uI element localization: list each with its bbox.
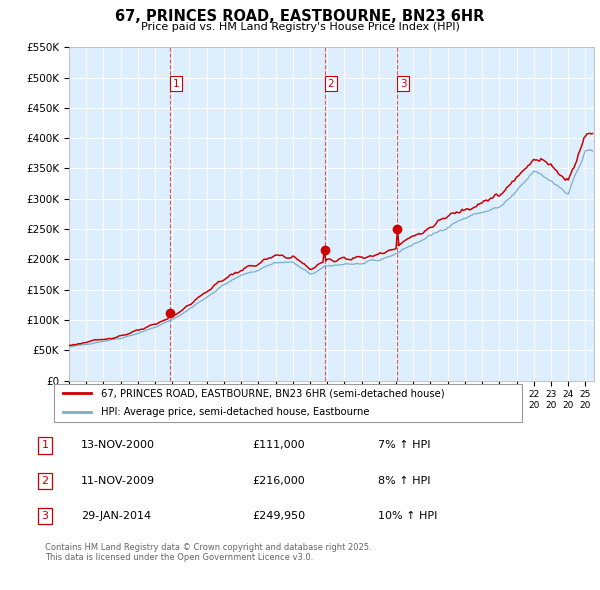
Text: 67, PRINCES ROAD, EASTBOURNE, BN23 6HR (semi-detached house): 67, PRINCES ROAD, EASTBOURNE, BN23 6HR (… — [101, 388, 445, 398]
Text: This data is licensed under the Open Government Licence v3.0.: This data is licensed under the Open Gov… — [45, 553, 313, 562]
Text: 8% ↑ HPI: 8% ↑ HPI — [378, 476, 431, 486]
Text: Price paid vs. HM Land Registry's House Price Index (HPI): Price paid vs. HM Land Registry's House … — [140, 22, 460, 32]
FancyBboxPatch shape — [54, 384, 522, 422]
Text: 29-JAN-2014: 29-JAN-2014 — [81, 512, 151, 521]
Text: 3: 3 — [400, 78, 407, 88]
Text: Contains HM Land Registry data © Crown copyright and database right 2025.: Contains HM Land Registry data © Crown c… — [45, 543, 371, 552]
Text: £249,950: £249,950 — [252, 512, 305, 521]
Text: 1: 1 — [41, 441, 49, 450]
Text: HPI: Average price, semi-detached house, Eastbourne: HPI: Average price, semi-detached house,… — [101, 407, 370, 417]
Text: 3: 3 — [41, 512, 49, 521]
Text: £216,000: £216,000 — [252, 476, 305, 486]
Text: 7% ↑ HPI: 7% ↑ HPI — [378, 441, 431, 450]
Text: 2: 2 — [41, 476, 49, 486]
Text: £111,000: £111,000 — [252, 441, 305, 450]
Text: 2: 2 — [328, 78, 334, 88]
Text: 13-NOV-2000: 13-NOV-2000 — [81, 441, 155, 450]
Text: 1: 1 — [173, 78, 179, 88]
Text: 11-NOV-2009: 11-NOV-2009 — [81, 476, 155, 486]
Text: 67, PRINCES ROAD, EASTBOURNE, BN23 6HR: 67, PRINCES ROAD, EASTBOURNE, BN23 6HR — [115, 9, 485, 24]
Text: 10% ↑ HPI: 10% ↑ HPI — [378, 512, 437, 521]
